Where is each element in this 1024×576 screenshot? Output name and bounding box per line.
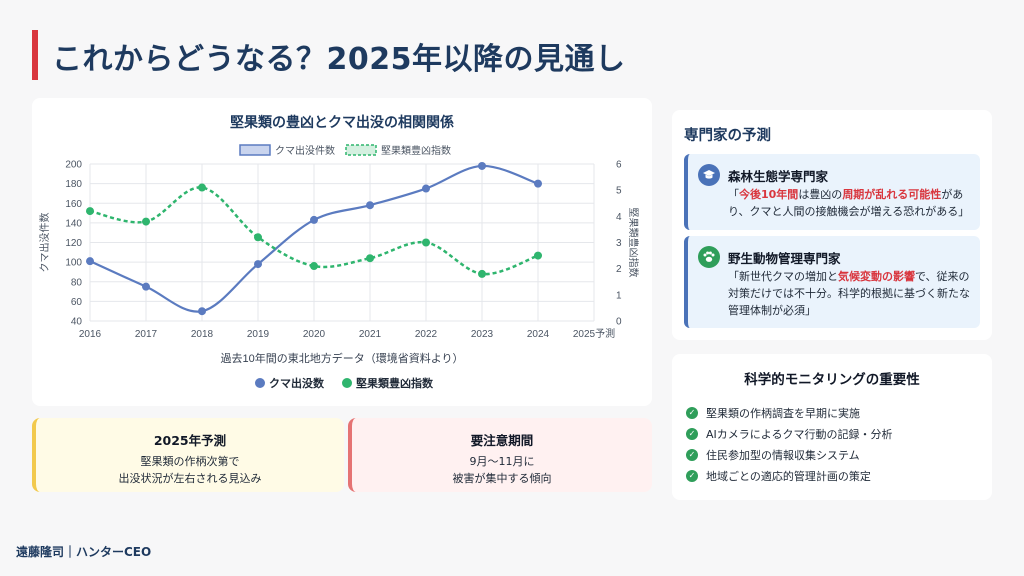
legend-swatch-1	[239, 144, 271, 156]
y-tick-label: 120	[65, 238, 82, 249]
legend-label-1: クマ出没件数	[275, 144, 335, 157]
x-tick-label: 2023	[471, 329, 494, 340]
check-icon: ✓	[686, 448, 698, 461]
expert-section-title: 専門家の予測	[684, 128, 771, 144]
highlight-text: 周期が乱れる可能性	[842, 188, 942, 201]
check-icon: ✓	[686, 406, 698, 419]
data-point-2	[366, 254, 374, 263]
y-axis-label: クマ出没件数	[38, 213, 51, 273]
forecast-text: 堅果類の作柄次第で 出没状況が左右される見込み	[36, 453, 344, 487]
forecast-line-2: 出没状況が左右される見込み	[118, 472, 262, 485]
monitoring-card: 科学的モニタリングの重要性 ✓ 堅果類の作柄調査を早期に実施 ✓ AIカメラによるク…	[672, 354, 992, 500]
data-point-2	[310, 262, 318, 271]
data-point-1	[422, 184, 430, 193]
paw-icon	[698, 246, 720, 268]
list-item: ✓ 住民参加型の情報収集システム	[686, 444, 892, 465]
data-point-2	[198, 183, 206, 192]
graduate-icon	[698, 164, 720, 186]
y2-tick-label: 6	[616, 160, 622, 171]
y-tick-label: 140	[65, 218, 82, 229]
y2-tick-label: 0	[616, 317, 622, 328]
data-point-2	[478, 269, 486, 278]
data-point-1	[366, 201, 374, 210]
x-tick-label: 2024	[527, 329, 550, 340]
title-accent-bar	[32, 30, 38, 80]
caution-text: 9月〜11月に 被害が集中する傾向	[352, 453, 652, 487]
caution-box: 要注意期間 9月〜11月に 被害が集中する傾向	[348, 418, 652, 492]
data-point-1	[198, 307, 206, 316]
y-tick-label: 180	[65, 179, 82, 190]
forecast-title: 2025年予測	[153, 433, 227, 448]
legend-label-2: 堅果類豊凶指数	[381, 144, 451, 157]
highlight-text: 気候変動の影響	[838, 270, 915, 283]
y2-tick-label: 5	[616, 186, 622, 197]
highlight-text: 今後10年間	[739, 188, 799, 201]
caution-line-1: 9月〜11月に	[469, 455, 535, 468]
page-title: これからどうなる？2025年以降の見通し	[52, 42, 626, 77]
data-point-1	[478, 161, 486, 170]
x-tick-label: 2016	[79, 329, 102, 340]
y2-axis-label: 堅果類豊凶指数	[627, 208, 640, 278]
data-point-1	[310, 215, 318, 224]
chart-title: 堅果類の豊凶とクマ出没の相関関係	[230, 115, 454, 131]
data-point-2	[142, 217, 150, 226]
series-line-2	[89, 186, 539, 276]
chart-card: 堅果類の豊凶とクマ出没の相関関係 40 60 80 100 120 140 160 180 20…	[32, 98, 652, 406]
data-point-1	[534, 179, 542, 188]
monitoring-list: ✓ 堅果類の作柄調査を早期に実施 ✓ AIカメラによるクマ行動の記録・分析 ✓ 住民参…	[686, 402, 892, 486]
x-axis-label: 過去10年間の東北地方データ（環境省資料より）	[220, 351, 463, 365]
y2-tick-label: 3	[616, 238, 622, 249]
legend-swatch-2	[345, 144, 377, 156]
list-item: ✓ AIカメラによるクマ行動の記録・分析	[686, 423, 892, 444]
expert-name: 森林生態学専門家	[728, 169, 829, 184]
expert-item-forest: 森林生態学専門家 「今後10年間は豊凶の周期が乱れる可能性があり、クマと人間の接…	[684, 154, 980, 230]
expert-quote: 「新世代クマの増加と気候変動の影響で、従来の対策だけでは不十分。科学的根拠に基づ…	[728, 270, 970, 317]
data-point-2	[534, 251, 542, 260]
y-tick-label: 40	[71, 317, 83, 328]
expert-name: 野生動物管理専門家	[728, 251, 841, 266]
y-tick-label: 60	[71, 297, 83, 308]
x-tick-label: 2021	[359, 329, 382, 340]
expert-card: 専門家の予測 森林生態学専門家 「今後10年間は豊凶の周期が乱れる可能性があり、…	[672, 110, 992, 340]
data-point-2	[86, 207, 94, 216]
y-tick-label: 160	[65, 199, 82, 210]
y2-tick-label: 4	[616, 212, 622, 223]
data-point-1	[86, 257, 94, 266]
list-item: ✓ 地域ごとの適応的管理計画の策定	[686, 465, 892, 486]
x-tick-label: 2022	[415, 329, 438, 340]
y2-tick-label: 2	[616, 264, 622, 275]
data-point-1	[142, 282, 150, 291]
legend-bottom-dot-2	[342, 378, 352, 388]
legend-bottom-dot-1	[255, 378, 265, 388]
y-tick-label: 80	[71, 277, 83, 288]
check-icon: ✓	[686, 427, 698, 440]
x-tick-label: 2018	[191, 329, 214, 340]
caution-title: 要注意期間	[470, 433, 534, 448]
x-tick-label: 2017	[135, 329, 158, 340]
y2-tick-label: 1	[616, 290, 622, 301]
legend-bottom-label-2: 堅果類豊凶指数	[356, 376, 434, 390]
list-item: ✓ 堅果類の作柄調査を早期に実施	[686, 402, 892, 423]
y-tick-label: 200	[65, 160, 82, 171]
data-point-1	[254, 260, 262, 269]
expert-quote: 「今後10年間は豊凶の周期が乱れる可能性があり、クマと人間の接触機会が増える恐れ…	[728, 188, 970, 218]
caution-line-2: 被害が集中する傾向	[452, 472, 552, 485]
x-tick-label: 2020	[303, 329, 326, 340]
y-tick-label: 100	[65, 258, 82, 269]
data-point-2	[422, 238, 430, 247]
correlation-chart: 40 60 80 100 120 140 160 180 200 0 1 2 3 4 5 6 2016 2017 2…	[38, 144, 640, 390]
monitoring-title: 科学的モニタリングの重要性	[744, 372, 920, 388]
x-tick-label: 2025予測	[573, 327, 615, 340]
forecast-box: 2025年予測 堅果類の作柄次第で 出没状況が左右される見込み	[32, 418, 344, 492]
legend-bottom-label-1: クマ出没数	[269, 376, 325, 390]
x-tick-label: 2019	[247, 329, 270, 340]
forecast-line-1: 堅果類の作柄次第で	[140, 455, 240, 468]
footer-author: 遠藤隆司｜ハンターCEO	[16, 545, 152, 559]
data-point-2	[254, 233, 262, 242]
check-icon: ✓	[686, 469, 698, 482]
expert-item-wildlife: 野生動物管理専門家 「新世代クマの増加と気候変動の影響で、従来の対策だけでは不十…	[684, 236, 980, 328]
